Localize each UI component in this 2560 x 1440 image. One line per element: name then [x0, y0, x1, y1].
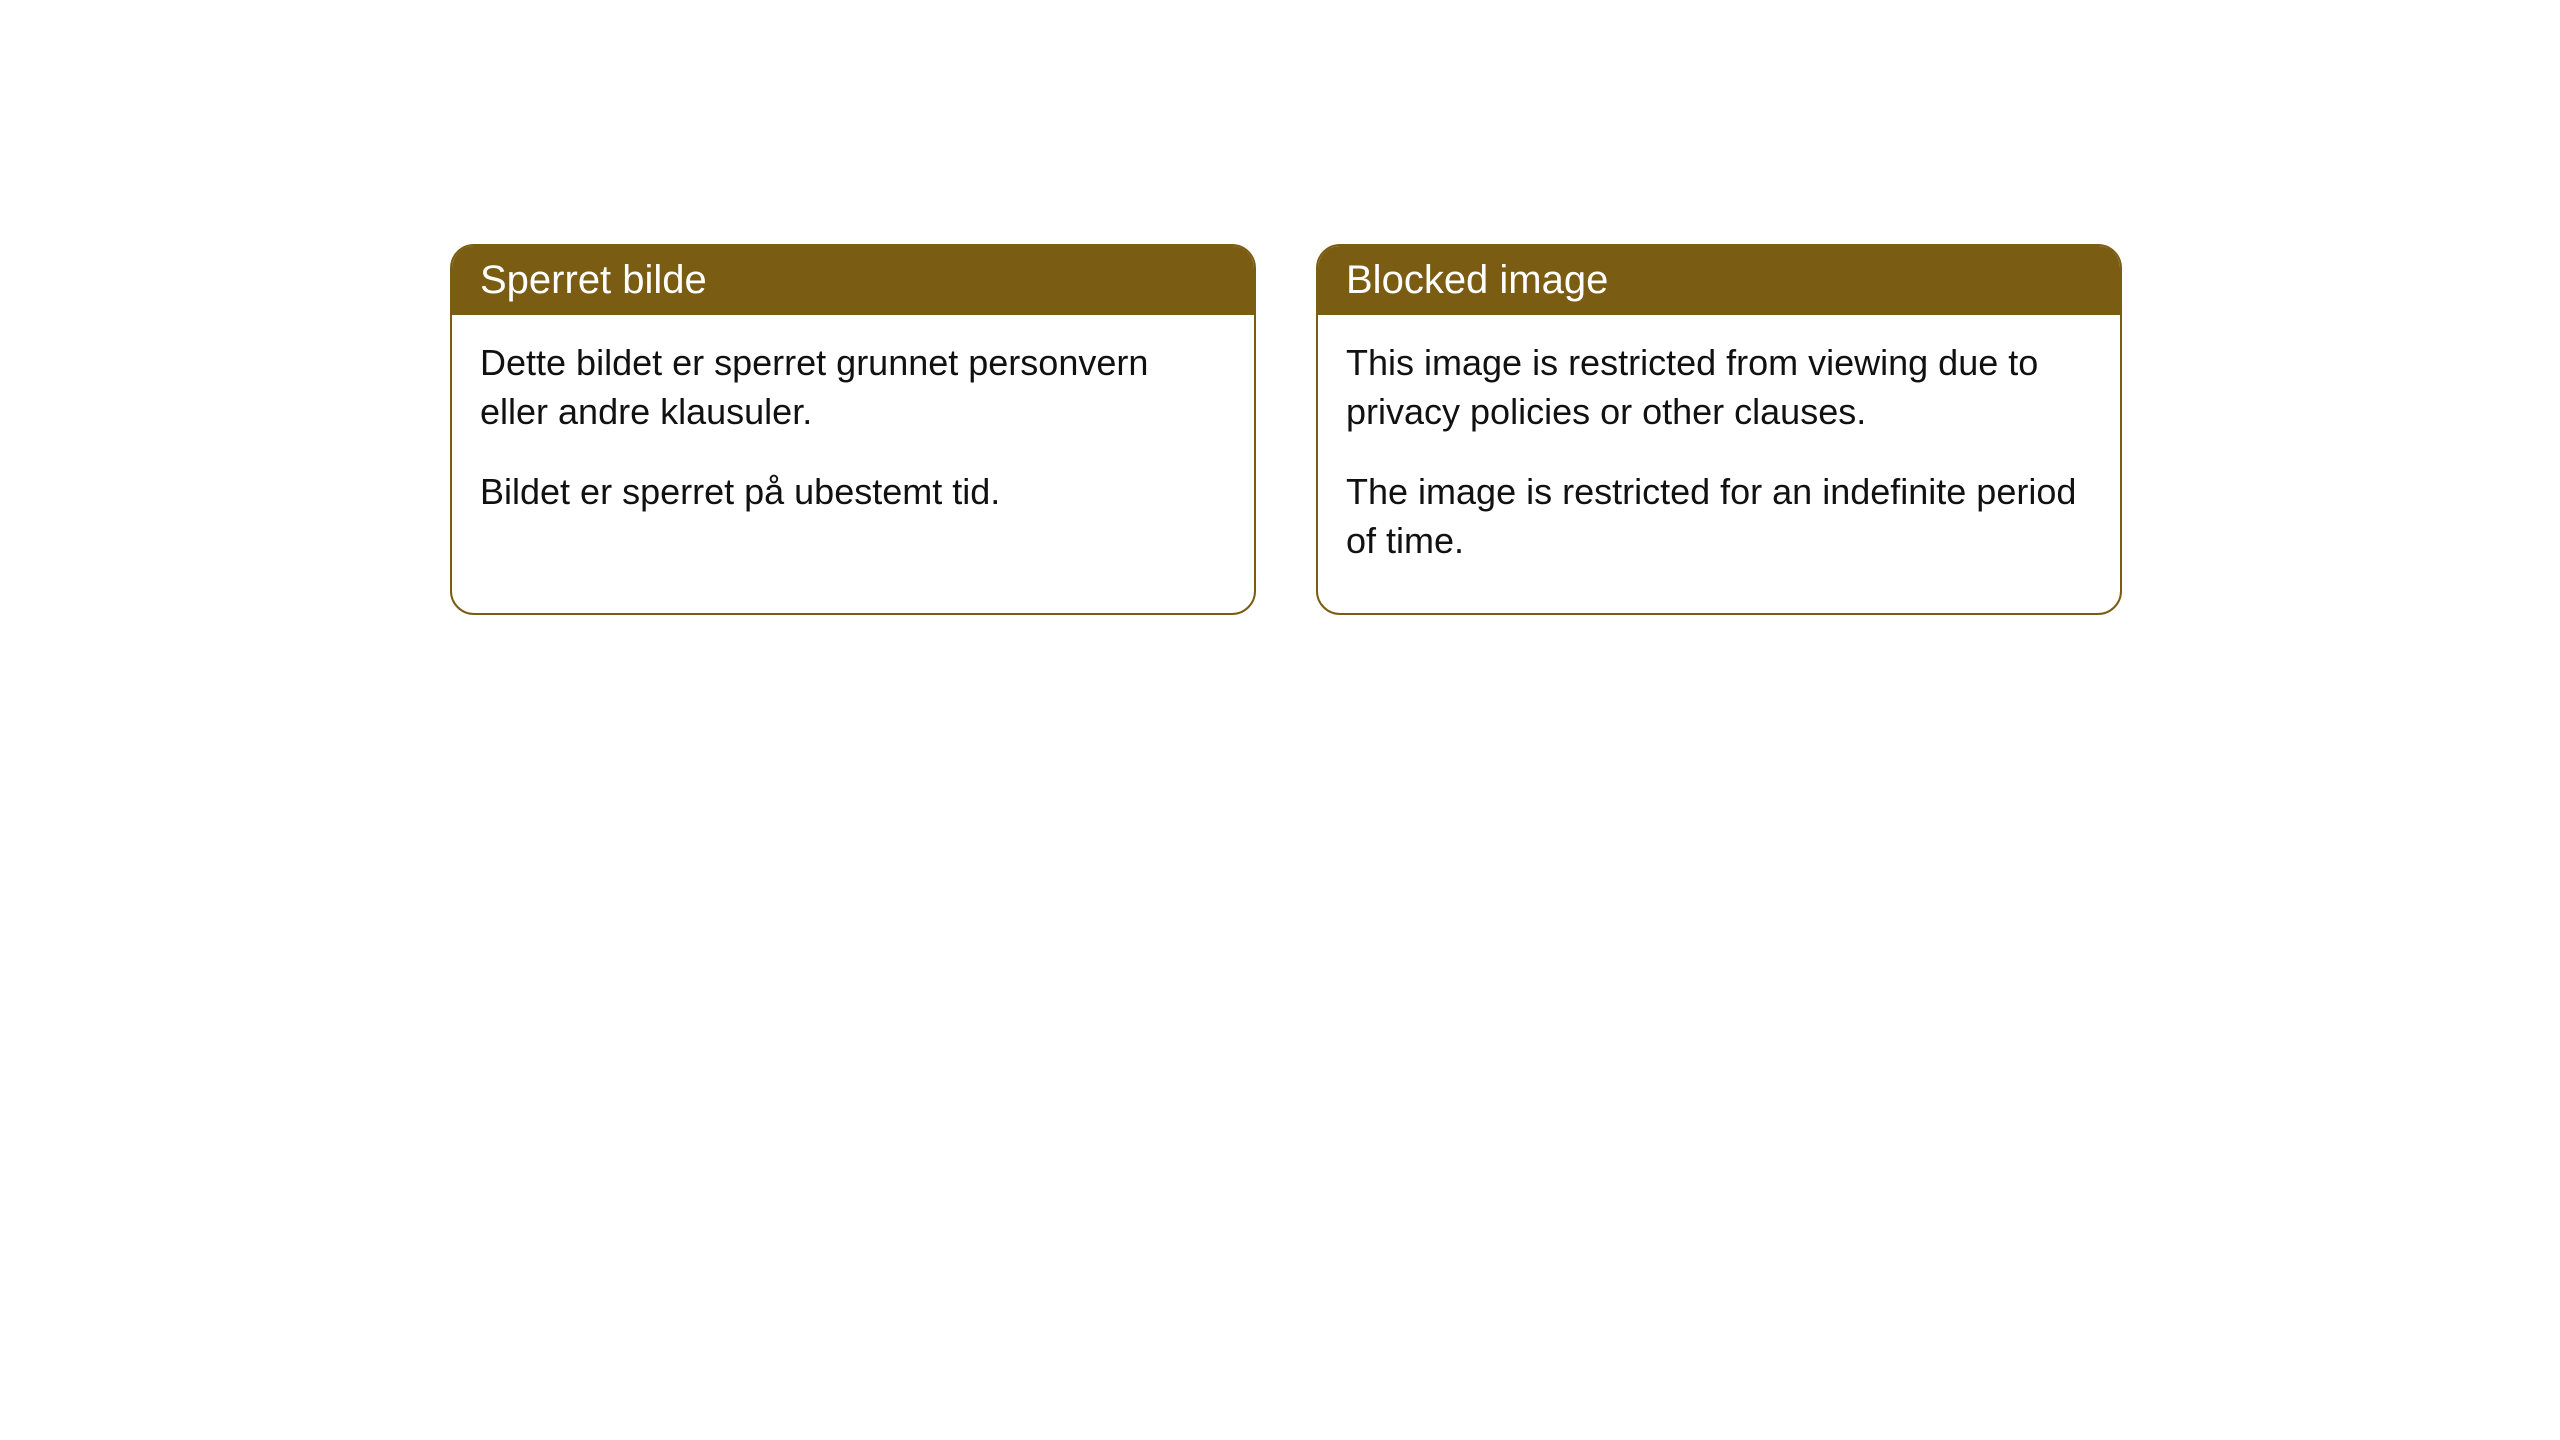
card-header: Sperret bilde [452, 246, 1254, 315]
card-paragraph: Dette bildet er sperret grunnet personve… [480, 339, 1226, 436]
card-body: This image is restricted from viewing du… [1318, 315, 2120, 613]
card-title: Blocked image [1346, 258, 1608, 302]
blocked-image-card-en: Blocked image This image is restricted f… [1316, 244, 2122, 615]
card-header: Blocked image [1318, 246, 2120, 315]
blocked-image-card-no: Sperret bilde Dette bildet er sperret gr… [450, 244, 1256, 615]
card-body: Dette bildet er sperret grunnet personve… [452, 315, 1254, 565]
card-paragraph: The image is restricted for an indefinit… [1346, 468, 2092, 565]
card-paragraph: Bildet er sperret på ubestemt tid. [480, 468, 1226, 517]
card-paragraph: This image is restricted from viewing du… [1346, 339, 2092, 436]
card-title: Sperret bilde [480, 258, 707, 302]
notice-cards-container: Sperret bilde Dette bildet er sperret gr… [450, 244, 2122, 615]
